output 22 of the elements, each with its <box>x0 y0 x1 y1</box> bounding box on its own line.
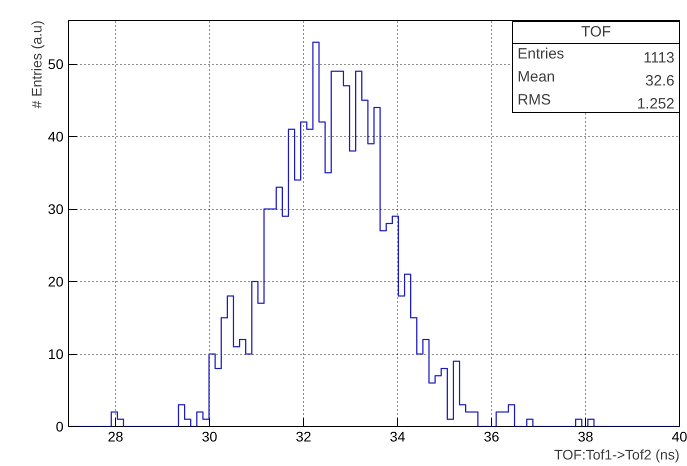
y-tick-label: 0 <box>56 418 64 434</box>
x-tick-label: 30 <box>202 428 218 444</box>
annotation: RMS <box>518 92 551 108</box>
x-axis-title: TOF:Tof1->Tof2 (ns) <box>554 446 680 462</box>
y-tick-label: 50 <box>48 56 64 72</box>
x-tick-label: 28 <box>108 428 124 444</box>
annotation: Entries <box>518 46 564 62</box>
annotation: 1113 <box>643 50 675 66</box>
annotation: 1.252 <box>636 96 675 112</box>
x-tick-label: 38 <box>578 428 594 444</box>
annotation: TOF <box>581 24 611 40</box>
y-axis-title: # Entries (a.u) <box>28 20 44 108</box>
x-tick-label: 32 <box>296 428 312 444</box>
y-tick-label: 30 <box>48 201 64 217</box>
x-tick-label: 36 <box>484 428 500 444</box>
y-tick-label: 10 <box>48 346 64 362</box>
y-tick-label: 20 <box>48 274 64 290</box>
annotation: 32.6 <box>645 72 675 90</box>
y-tick-label: 40 <box>48 128 64 144</box>
x-tick-label: 34 <box>390 428 406 444</box>
x-tick-label: 40 <box>672 428 687 444</box>
annotation: Mean <box>518 68 556 86</box>
